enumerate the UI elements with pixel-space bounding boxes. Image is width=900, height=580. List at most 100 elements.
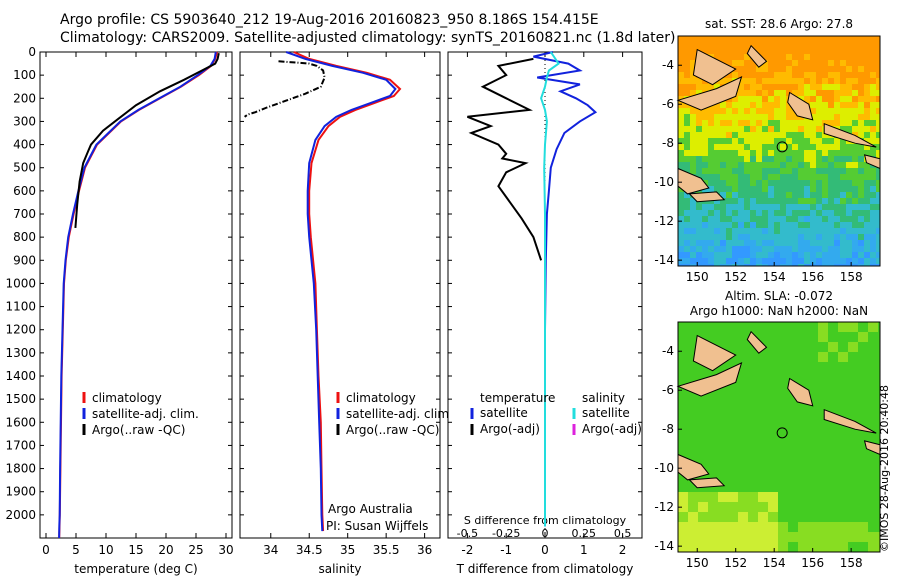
land-polygon [823,122,877,148]
profile-location-marker [776,427,788,439]
legend-entry: satellite-adj. clim. [346,407,453,421]
x-axis-label: salinity [318,562,361,576]
x-tick-label: 35 [340,543,355,557]
y-tick-label: 1700 [5,438,36,452]
map-frame [677,321,881,553]
x-tick-label: 154 [763,556,786,570]
x-axis-label: temperature (deg C) [74,562,197,576]
series-argo---raw--qc- [244,60,326,118]
y-tick-label: 1400 [5,369,36,383]
map-subtitle: Argo h1000: NaN h2000: NaN [690,304,868,318]
map-title: sat. SST: 28.6 Argo: 27.8 [705,17,853,31]
x-tick-label: 150 [686,556,709,570]
y-tick-label: 1600 [5,415,36,429]
land-polygon [676,75,743,111]
series-argo---raw--qc- [74,52,220,228]
y-tick-label: -4 [662,58,674,72]
x-tick-label: 0 [541,543,549,557]
x-tick-label: 15 [128,543,143,557]
y-tick-label: 800 [13,230,36,244]
x-tick-label: 0 [42,543,50,557]
map-sst_map: 150 152 154 156 158 -4 -6 -8 -10 -12 -14 sat. SST: … [654,17,881,284]
x-tick-label: 34 [263,543,278,557]
plot-frame [239,51,441,539]
map-frame [677,35,881,267]
land-polygon [692,48,737,86]
land-masses [676,330,881,489]
legend-entry: Argo(..raw -QC) [92,423,185,437]
top-tick-label: 0 [542,527,549,540]
land-masses [676,44,881,203]
y-tick-label: 300 [13,114,36,128]
y-tick-label: 700 [13,207,36,221]
y-tick-label: 200 [13,91,36,105]
x-tick-label: 34.5 [296,543,323,557]
y-tick-label: 900 [13,253,36,267]
x-tick-label: 2 [619,543,627,557]
annotation-text-2: PI: Susan Wijffels [326,519,428,533]
x-tick-label: -1 [500,543,512,557]
x-tick-label: 156 [801,270,824,284]
y-tick-label: -10 [654,175,674,189]
profile-location-marker [776,141,788,153]
map-sla_map: 150 152 154 156 158 -4 -6 -8 -10 -12 -14 Altim. SLA… [654,289,881,570]
land-polygon [688,191,726,203]
plot-frame [39,51,233,539]
panel-salinity: 34 34.5 35 35.5 36 salinity climatology satelli… [239,51,453,576]
y-tick-label: 100 [13,68,36,82]
y-tick-label: -14 [654,539,674,553]
legend-entry: Argo(..raw -QC) [346,423,439,437]
y-tick-label: 1000 [5,276,36,290]
y-tick-label: 500 [13,161,36,175]
y-tick-label: -14 [654,253,674,267]
x-tick-label: 158 [840,556,863,570]
x-axis-label: T difference from climatology [456,562,634,576]
x-tick-label: 10 [98,543,113,557]
series-satellite [540,51,560,527]
legend-header-salinity: salinity [582,391,625,405]
y-tick-label: 400 [13,138,36,152]
land-polygon [787,377,814,407]
map-title: Altim. SLA: -0.072 [725,289,833,303]
land-polygon [787,91,814,121]
header-line-1: Argo profile: CS 5903640_212 19-Aug-2016… [60,12,599,28]
header-line-2: Climatology: CARS2009. Satellite-adjuste… [60,30,676,46]
x-tick-label: 20 [158,543,173,557]
series-satellite-adj--clim- [285,51,397,532]
y-tick-label: -6 [662,383,674,397]
y-tick-label: -12 [654,214,674,228]
y-tick-label: 600 [13,184,36,198]
x-tick-label: 152 [724,270,747,284]
y-tick-label: -4 [662,344,674,358]
y-tick-label: -8 [662,136,674,150]
x-tick-label: 154 [763,270,786,284]
annotation-text: Argo Australia [328,502,413,516]
map-field [678,36,881,267]
x-tick-label: 156 [801,556,824,570]
land-polygon [688,477,726,489]
series-argo--adj- [467,57,543,261]
top-tick-label: 0.25 [572,527,597,540]
x-tick-label: 30 [218,543,233,557]
x-tick-label: 35.5 [373,543,400,557]
legend-entry: Argo(-adj) [480,422,540,436]
credit-text: ©IMOS 28-Aug-2016 20:40:48 [878,385,891,552]
legend-entry: satellite-adj. clim. [92,407,199,421]
x-tick-label: 25 [188,543,203,557]
legend-entry: satellite [582,406,630,420]
x-tick-label: 152 [724,556,747,570]
x-tick-label: 158 [840,270,863,284]
land-polygon [746,44,768,68]
y-tick-label: 1500 [5,392,36,406]
x-tick-label: 1 [580,543,588,557]
top-tick-label: -0.5 [457,527,478,540]
panel-temperature: 0 5 10 15 20 25 300100200300400500600700800900… [5,45,233,576]
y-tick-label: 1900 [5,485,36,499]
top-tick-label: 0.5 [614,527,632,540]
series-satellite-adj--clim- [58,51,217,539]
land-polygon [823,408,877,434]
y-tick-label: -8 [662,422,674,436]
legend-entry: climatology [346,391,416,405]
y-tick-label: 1200 [5,323,36,337]
